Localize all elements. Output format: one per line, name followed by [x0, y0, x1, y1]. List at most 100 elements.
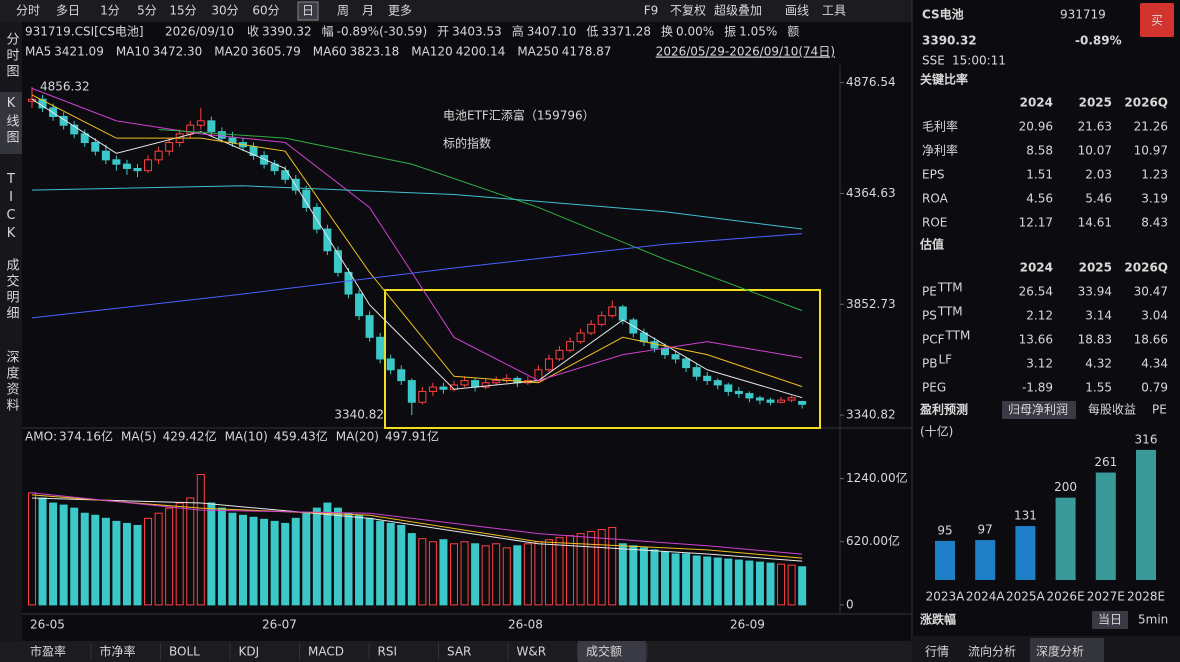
volume-bar [407, 533, 416, 606]
candle-body [112, 159, 121, 165]
volume-bar [650, 549, 659, 606]
cell: 21.26 [1134, 120, 1168, 134]
side-tab[interactable]: 深度资料 [4, 350, 20, 414]
legend-name: MA250 [517, 45, 558, 59]
column-header: 2026Q [1124, 261, 1168, 275]
period-tab[interactable]: 1分 [100, 4, 120, 18]
quote-change: -0.89% [1075, 34, 1122, 48]
bottom-tab[interactable]: 深度分析 [1036, 644, 1084, 659]
period-tab[interactable]: 分时 [16, 4, 40, 18]
candle-body [122, 163, 131, 169]
tool-button[interactable]: F9 [644, 4, 659, 18]
row-label: PCF [922, 333, 945, 347]
x-tick-label: 26-09 [730, 618, 765, 632]
ma-line [158, 129, 803, 312]
side-tab[interactable]: K线图 [4, 96, 20, 146]
candle-body [671, 354, 680, 360]
period-tab[interactable]: 15分 [169, 4, 196, 18]
period-tab[interactable]: 更多 [388, 4, 412, 18]
legend-value: 374.16亿 [59, 429, 113, 444]
indicator-tab[interactable]: SAR [447, 645, 471, 659]
buy-label[interactable]: 买 [1151, 14, 1163, 28]
x-tick-label: 26-08 [508, 618, 543, 632]
candle-body [355, 293, 364, 317]
side-tab[interactable]: 成交明细 [4, 258, 20, 322]
indicator-tab[interactable]: KDJ [239, 645, 260, 659]
volume-bar [101, 517, 110, 606]
candle-body [333, 250, 342, 273]
period-tab[interactable]: 30分 [211, 4, 238, 18]
indicator-tab[interactable]: 市盈率 [30, 644, 66, 659]
period-tab[interactable]: 5分 [137, 4, 157, 18]
bottom-tab[interactable]: 流向分析 [968, 644, 1016, 659]
indicator-tab[interactable]: 成交额 [586, 644, 622, 659]
cell: 8.43 [1141, 216, 1168, 230]
unit: (十亿) [920, 424, 953, 439]
field-value: 3390.32 [262, 25, 312, 39]
row-label: 净利率 [922, 143, 958, 158]
annotation: 标的指数 [443, 136, 491, 151]
period-tab[interactable]: 多日 [56, 4, 80, 18]
candle-body [365, 315, 374, 338]
forecast-tab[interactable]: PE [1152, 403, 1167, 417]
x-tick-label: 2025A [1006, 590, 1046, 604]
candle-body [196, 120, 205, 126]
field-value: -0.89%(-30.59) [337, 25, 428, 39]
field-value: 3371.28 [601, 25, 651, 39]
range-tab[interactable]: 5min [1138, 613, 1168, 627]
indicator-tab[interactable]: BOLL [169, 645, 200, 659]
period-tab[interactable]: 月 [362, 4, 374, 18]
buy-button[interactable] [1140, 3, 1174, 37]
forecast-bar [1055, 497, 1076, 580]
date: 2026/09/10 [165, 25, 234, 39]
period-tab[interactable]: 周 [337, 4, 349, 18]
cell: 18.83 [1078, 333, 1112, 347]
forecast-tab[interactable]: 归母净利润 [1008, 403, 1068, 417]
indicator-tab[interactable]: MACD [308, 645, 344, 659]
volume-bar [70, 507, 79, 606]
cell: 3.12 [1026, 357, 1053, 371]
ma-line [31, 94, 803, 388]
volume-bar [333, 507, 342, 606]
candle-body [650, 341, 659, 349]
period-tab[interactable]: 60分 [252, 4, 279, 18]
ma-line [31, 98, 803, 399]
tool-button[interactable]: 工具 [822, 4, 846, 18]
y-tick-label: 3852.73 [846, 297, 896, 311]
cell: 1.55 [1085, 381, 1112, 395]
volume-bar [513, 545, 522, 606]
volume-bar [471, 543, 480, 606]
indicator-tab[interactable]: W&R [517, 645, 547, 659]
tool-button[interactable]: 画线 [785, 4, 809, 18]
side-bar [0, 22, 22, 641]
forecast-tab[interactable]: 每股收益 [1088, 402, 1136, 417]
volume-bar [312, 507, 321, 606]
volume-bar [576, 533, 585, 606]
tool-button[interactable]: 不复权 [670, 4, 706, 18]
indicator-tab[interactable]: 市净率 [100, 644, 136, 659]
quote-name: CS电池 [922, 7, 964, 22]
side-tab[interactable]: 分时图 [4, 32, 20, 80]
candle-body [59, 116, 68, 126]
row-label: 毛利率 [922, 119, 958, 134]
row-label: PE [922, 285, 937, 299]
symbol: 931719.CSI[CS电池] [25, 25, 144, 39]
period-tab[interactable]: 日 [302, 4, 314, 18]
candle-body [101, 150, 110, 161]
range-tab[interactable]: 当日 [1098, 613, 1122, 627]
cell: 33.94 [1078, 285, 1112, 299]
volume-bar [734, 559, 743, 606]
candle-body [787, 397, 796, 401]
side-tab[interactable]: TICK [4, 172, 19, 244]
indicator-tab[interactable]: RSI [378, 645, 398, 659]
candle-body [608, 306, 617, 317]
quote-time: 15:00:11 [952, 54, 1006, 68]
y-tick-label: 0 [846, 597, 854, 611]
highlight-box [384, 289, 821, 429]
bottom-tab[interactable]: 行情 [925, 645, 949, 659]
x-tick-label: 2027E [1087, 590, 1125, 604]
section-title: 估值 [919, 237, 944, 252]
tool-button[interactable]: 超级叠加 [714, 3, 762, 18]
candle-body [798, 400, 807, 405]
